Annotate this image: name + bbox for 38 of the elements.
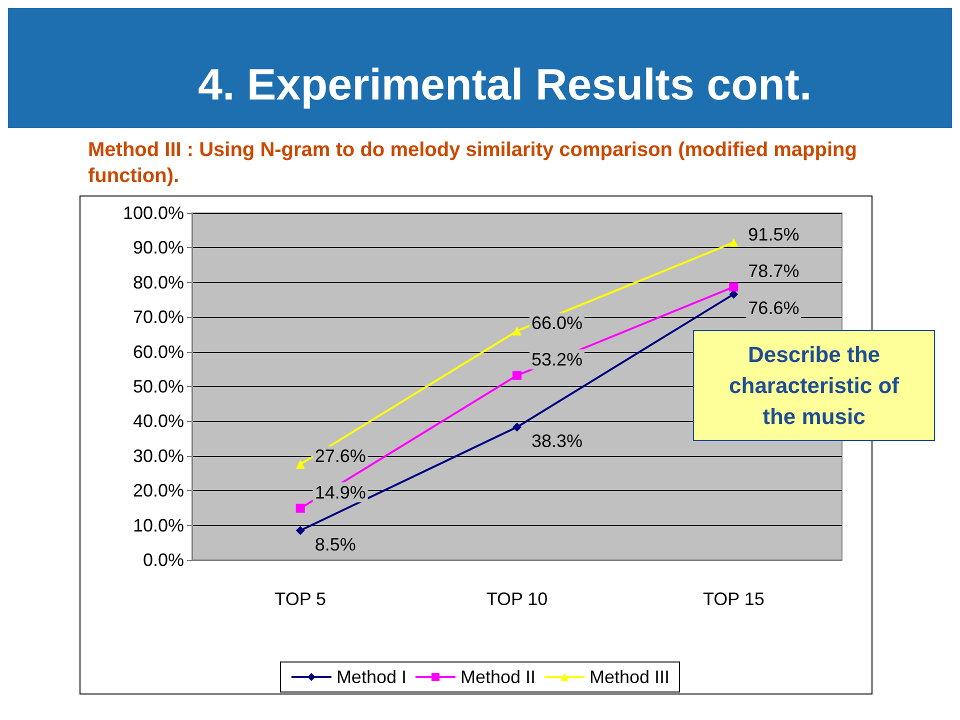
chart-title: 4. Experimental Results cont. [198, 60, 812, 110]
y-tick-label: 60.0% [132, 342, 184, 362]
data-label: 53.2% [532, 349, 583, 370]
chart-subtitle: Method III : Using N-gram to do melody similarity comparison (modified mapping function). [88, 139, 863, 187]
data-label: 91.5% [748, 224, 800, 244]
x-tick-label: TOP 10 [486, 589, 548, 609]
data-label: 8.5% [314, 534, 356, 555]
legend-label: Method II [460, 667, 536, 687]
y-tick-label: 20.0% [132, 480, 184, 501]
point [296, 460, 305, 469]
point [729, 238, 738, 247]
y-tick-label: 100.0% [122, 203, 184, 223]
point [512, 370, 522, 380]
y-tick-label: 10.0% [132, 515, 184, 536]
y-tick-label: 80.0% [132, 272, 184, 292]
legend-label: Method I [336, 667, 406, 687]
point [296, 526, 305, 536]
note-box: Describe the characteristic of the music [693, 330, 935, 441]
y-tick-label: 0.0% [142, 550, 184, 570]
x-tick-label: TOP 15 [702, 589, 764, 609]
y-tick-label: 50.0% [132, 376, 184, 396]
annotation: Describe the characteristic of the music [728, 341, 900, 431]
point [512, 326, 522, 336]
x-tick-label: TOP 5 [274, 589, 326, 609]
data-label: 76.6% [748, 298, 800, 318]
point [296, 504, 305, 513]
y-tick-label: 70.0% [132, 307, 184, 328]
data-label: 66.0% [532, 312, 583, 333]
legend-label: Method III [590, 667, 670, 687]
data-label: 27.6% [314, 446, 366, 466]
y-tick-label: 30.0% [132, 446, 184, 466]
y-tick-label: 40.0% [132, 411, 184, 432]
point [512, 422, 522, 432]
data-label: 38.3% [532, 431, 583, 452]
y-tick-label: 90.0% [132, 238, 184, 258]
data-label: 78.7% [748, 260, 800, 281]
data-label: 14.9% [314, 482, 366, 502]
point [729, 282, 738, 292]
